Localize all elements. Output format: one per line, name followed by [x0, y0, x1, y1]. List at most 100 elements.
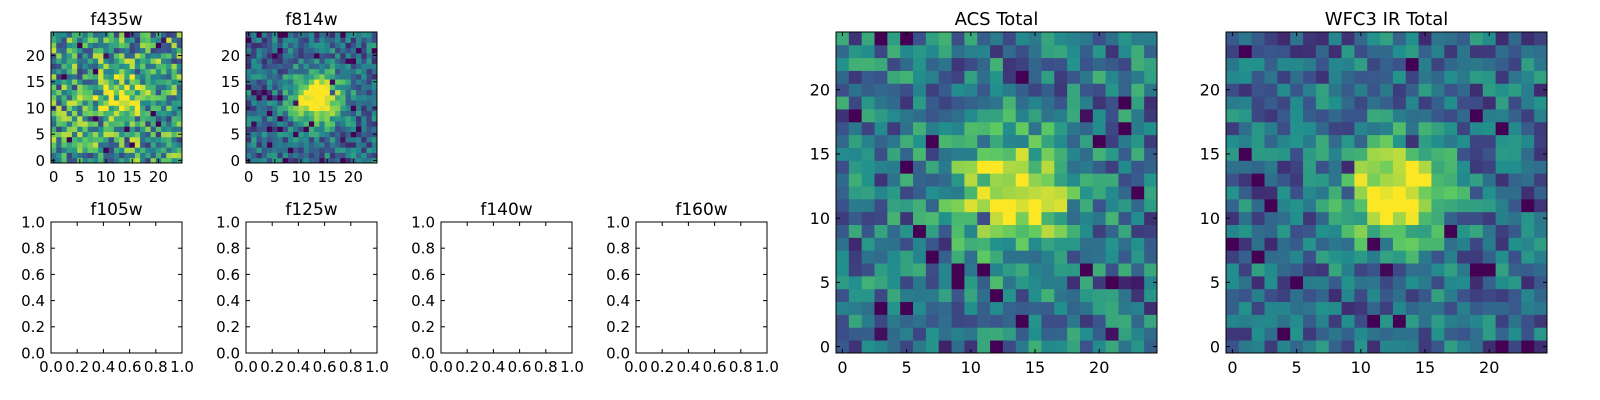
heatmap-cell: [1354, 121, 1368, 136]
heatmap-cell: [1251, 173, 1265, 187]
heatmap-cell: [145, 52, 151, 59]
heatmap-cell: [1131, 263, 1145, 277]
heatmap-cell: [155, 63, 162, 70]
heatmap-cell: [324, 152, 331, 159]
heatmap-cell: [1534, 211, 1548, 225]
heatmap-cell: [1354, 237, 1368, 251]
heatmap-cell: [900, 147, 914, 161]
y-tick-label: 0.0: [216, 344, 240, 362]
heatmap-cell: [1431, 327, 1445, 341]
heatmap-cell: [303, 147, 310, 153]
heatmap-cell: [87, 52, 94, 59]
heatmap-cell: [282, 94, 289, 101]
heatmap-cell: [282, 58, 289, 64]
heatmap-cell: [1354, 57, 1368, 71]
heatmap-cell: [1367, 147, 1381, 161]
heatmap-cell: [1521, 301, 1535, 315]
heatmap-cell: [129, 63, 136, 70]
heatmap-cell: [1092, 211, 1107, 225]
heatmap-cell: [272, 47, 278, 54]
heatmap-cell: [361, 100, 367, 106]
heatmap-cell: [350, 110, 357, 117]
x-tick-label: 0: [49, 168, 59, 186]
heatmap-cell: [124, 126, 130, 132]
heatmap-cell: [293, 63, 299, 70]
heatmap-cell: [1118, 211, 1132, 225]
heatmap-cell: [261, 89, 268, 96]
heatmap-cell: [92, 152, 99, 159]
heatmap-cell: [340, 110, 346, 117]
heatmap-cell: [1341, 198, 1355, 213]
heatmap-cell: [303, 42, 310, 49]
heatmap-cell: [161, 126, 167, 132]
heatmap-cell: [166, 121, 172, 127]
heatmap-cell: [272, 100, 278, 106]
heatmap-cell: [82, 89, 89, 96]
heatmap-cell: [1482, 198, 1497, 213]
heatmap-cell: [371, 58, 378, 64]
heatmap-cell: [124, 84, 130, 91]
heatmap-cell: [246, 42, 252, 49]
heatmap-cell: [56, 73, 62, 80]
heatmap-cell: [82, 105, 89, 111]
heatmap-cell: [1002, 327, 1017, 341]
heatmap-cell: [1367, 109, 1381, 123]
heatmap-cell: [874, 83, 888, 97]
heatmap-cell: [246, 110, 252, 117]
heatmap-cell: [1457, 198, 1471, 213]
heatmap-cell: [308, 79, 315, 85]
heatmap-cell: [272, 52, 278, 59]
heatmap-cell: [150, 100, 157, 106]
heatmap-cell: [1431, 44, 1445, 59]
heatmap-cell: [266, 100, 273, 106]
heatmap-cell: [874, 224, 888, 238]
heatmap-cell: [308, 131, 315, 138]
heatmap-cell: [293, 32, 299, 38]
heatmap-cell: [251, 63, 257, 70]
heatmap-cell: [277, 110, 284, 117]
heatmap-cell: [1226, 275, 1240, 290]
heatmap-cell: [340, 63, 346, 70]
heatmap-cell: [87, 79, 94, 85]
heatmap-cell: [319, 32, 325, 38]
heatmap-cell: [1264, 250, 1278, 264]
heatmap-cell: [1290, 121, 1304, 136]
heatmap-cell: [266, 37, 273, 43]
heatmap-cell: [1521, 147, 1535, 161]
heatmap-cell: [371, 115, 378, 122]
heatmap-cell: [77, 73, 83, 80]
heatmap-cell: [1264, 173, 1278, 187]
heatmap-cell: [356, 84, 362, 91]
heatmap-cell: [1264, 160, 1278, 174]
heatmap-cell: [1328, 301, 1342, 315]
heatmap-cell: [56, 42, 62, 49]
heatmap-cell: [98, 32, 104, 38]
heatmap-cell: [361, 89, 367, 96]
heatmap-cell: [1367, 173, 1381, 187]
heatmap-cell: [1290, 237, 1304, 251]
heatmap-cell: [1290, 96, 1304, 110]
heatmap-cell: [277, 73, 284, 80]
heatmap-cell: [61, 42, 68, 49]
heatmap-cell: [66, 105, 73, 111]
heatmap-cell: [951, 57, 965, 71]
heatmap-cell: [71, 68, 78, 75]
heatmap-cell: [1495, 32, 1509, 46]
heatmap-cell: [303, 136, 310, 143]
heatmap-cell: [836, 327, 850, 341]
heatmap-cell: [1067, 32, 1081, 46]
heatmap-cell: [246, 100, 252, 106]
x-tick-label: 0.0: [429, 358, 453, 376]
heatmap-cell: [361, 105, 367, 111]
heatmap-cell: [1521, 340, 1535, 354]
heatmap-cell: [1144, 327, 1158, 341]
y-tick-label: 0.8: [606, 240, 630, 258]
heatmap-cell: [1328, 224, 1342, 238]
heatmap-cell: [287, 73, 294, 80]
heatmap-cells: [51, 32, 183, 164]
heatmap-cell: [329, 115, 336, 122]
heatmap-cell: [1264, 198, 1278, 213]
heatmap-cell: [964, 32, 978, 46]
heatmap-cell: [246, 63, 252, 70]
heatmap-cell: [1418, 160, 1432, 174]
